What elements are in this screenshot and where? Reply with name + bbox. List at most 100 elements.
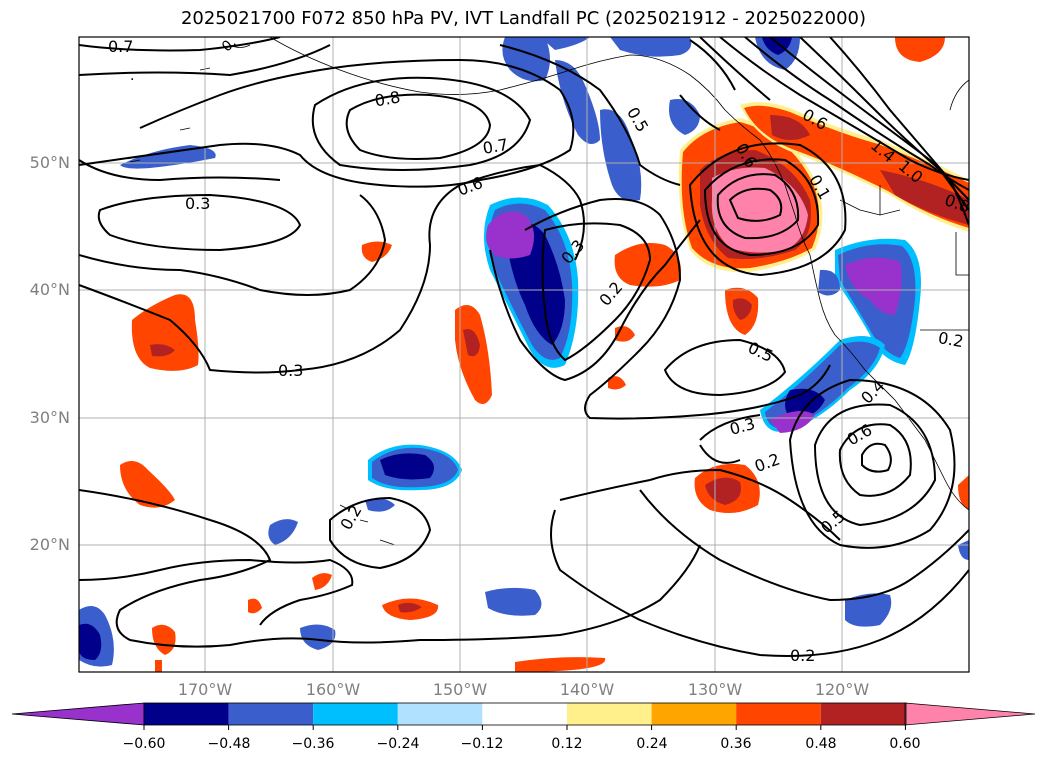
pv-anomaly <box>486 211 534 259</box>
colorbar <box>11 702 1036 730</box>
lon-label-160w: 160°W <box>305 680 361 699</box>
contour-line <box>688 142 847 277</box>
contour-line <box>79 159 281 182</box>
lon-label-120w: 120°W <box>814 680 870 699</box>
colorbar-tick: 0.24 <box>636 736 668 752</box>
pv-anomaly <box>705 477 741 505</box>
colorbar-tick: −0.48 <box>207 736 251 752</box>
pv-anomaly <box>312 573 332 590</box>
pv-anomaly <box>770 115 810 140</box>
colorbar-bin <box>228 703 314 725</box>
colorbar-tick: −0.60 <box>122 736 166 752</box>
contour-line <box>788 378 956 549</box>
colorbar-bin <box>482 703 567 725</box>
pv-anomaly <box>610 37 692 57</box>
contour-line <box>639 489 969 602</box>
contour-line <box>97 193 302 252</box>
pv-anomaly <box>895 37 945 62</box>
contour-line <box>679 39 736 131</box>
map-plot-area: 0.7 0.8 0.5 0.6 0.7 0.6 0.3 0.3 0.2 0.5 … <box>79 37 969 672</box>
pv-anomaly <box>152 624 176 655</box>
colorbar-tick: −0.24 <box>376 736 420 752</box>
contour-label: 0.7 <box>481 135 509 158</box>
colorbar-bin <box>820 703 906 725</box>
pv-anomaly <box>485 587 542 616</box>
contour-line <box>838 423 912 497</box>
pv-negative-shading <box>79 37 969 667</box>
contour-label: 0.3 <box>185 194 210 213</box>
contour-line <box>79 558 354 626</box>
contour-line <box>79 44 681 186</box>
colorbar-bin <box>567 703 652 725</box>
contour-line <box>719 37 969 181</box>
pv-anomaly <box>818 269 840 296</box>
pv-anomaly <box>248 598 262 614</box>
contour-label: 0.3 <box>278 361 303 380</box>
contour-line <box>541 222 652 362</box>
pv-anomaly <box>398 602 422 613</box>
pv-anomaly <box>131 294 199 371</box>
contour-line <box>524 198 831 420</box>
pv-anomaly <box>608 376 626 390</box>
contour-line <box>550 479 969 657</box>
lat-label-30n: 30°N <box>29 408 70 427</box>
pv-anomaly <box>515 657 606 672</box>
colorbar-bin <box>651 703 737 725</box>
contour-line <box>813 403 937 527</box>
lat-label-20n: 20°N <box>29 535 70 554</box>
colorbar-tick: 0.48 <box>805 736 837 752</box>
pv-anomaly <box>732 298 752 320</box>
pv-anomaly <box>555 60 600 144</box>
pv-anomaly <box>540 37 590 50</box>
pv-anomaly <box>845 257 902 315</box>
colorbar-tick: −0.36 <box>291 736 335 752</box>
contour-line <box>728 187 783 222</box>
pv-anomaly <box>463 329 480 357</box>
contour-line <box>311 76 532 171</box>
contour-line <box>663 338 787 397</box>
map-title: 2025021700 F072 850 hPa PV, IVT Landfall… <box>180 8 867 29</box>
colorbar-tick: 0.60 <box>889 736 921 752</box>
gridlines <box>79 37 969 672</box>
contour-line <box>861 442 892 473</box>
lat-label-40n: 40°N <box>29 280 70 299</box>
contour-line <box>829 37 969 226</box>
ivt-contours <box>79 37 969 657</box>
contour-label: 0.2 <box>790 646 815 665</box>
contour-line <box>649 468 841 541</box>
pv-anomaly <box>770 411 815 433</box>
pv-anomaly <box>155 660 162 672</box>
pv-anomaly <box>120 461 175 508</box>
pv-anomaly <box>958 475 969 510</box>
contour-line <box>699 414 761 464</box>
pv-anomaly <box>268 519 298 545</box>
contour-line <box>79 37 281 52</box>
colorbar-under <box>11 702 145 726</box>
colorbar-tick: −0.12 <box>460 736 504 752</box>
lon-label-130w: 130°W <box>687 680 743 699</box>
lon-label-170w: 170°W <box>177 680 233 699</box>
colorbar-over <box>904 702 1036 726</box>
contour-label: 0.8 <box>373 87 401 110</box>
colorbar-frame <box>143 702 907 726</box>
lat-label-50n: 50°N <box>29 153 70 172</box>
contour-line <box>699 37 771 101</box>
pv-anomaly <box>300 624 336 650</box>
contour-line <box>79 489 701 648</box>
colorbar-tick: 0.36 <box>720 736 752 752</box>
contour-label: 0.2 <box>937 328 965 351</box>
colorbar-bin <box>144 703 229 725</box>
lon-label-140w: 140°W <box>559 680 615 699</box>
colorbar-tick: 0.12 <box>551 736 583 752</box>
contour-label: 0.7 <box>108 37 133 56</box>
pv-anomaly <box>880 170 969 225</box>
pv-anomaly <box>150 344 175 357</box>
pv-anomaly <box>365 498 395 512</box>
contour-line <box>79 58 575 188</box>
contour-line <box>703 158 820 257</box>
colorbar-bin <box>736 703 821 725</box>
pv-anomaly <box>380 453 434 480</box>
pv-anomaly <box>845 593 892 627</box>
colorbar-bin <box>313 703 398 725</box>
